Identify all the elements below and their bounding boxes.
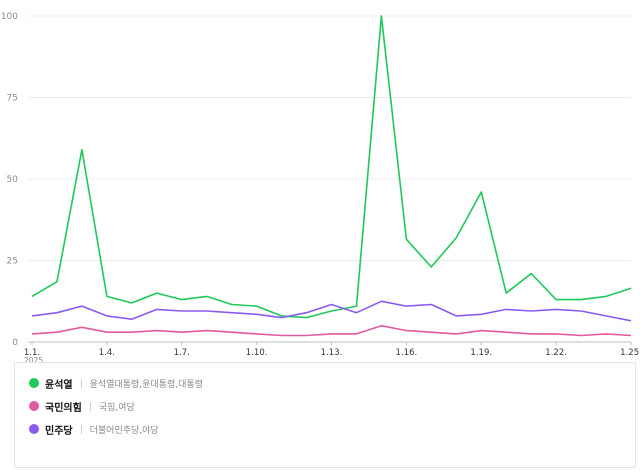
legend-divider (80, 424, 82, 434)
legend-keywords: 윤석열대통령,윤대통령,대통령 (89, 379, 203, 390)
legend-keywords: 더불어민주당,야당 (89, 425, 159, 436)
legend-series-name: 국민의힘 (45, 402, 82, 414)
series-line-2[interactable] (31, 300, 632, 322)
y-tick-label: 0 (12, 338, 18, 348)
y-tick-label: 25 (7, 257, 18, 267)
legend-dot-icon (29, 401, 39, 411)
legend-dot-icon (29, 378, 39, 388)
legend-series-name: 민주당 (45, 425, 73, 437)
legend-item[interactable]: 민주당 더불어민주당,야당 (29, 418, 635, 440)
x-tick-label: 1.19. (470, 348, 492, 358)
x-tick-label: 1.22. (545, 348, 567, 358)
legend-divider (80, 378, 82, 388)
x-tick-label: 1.13. (321, 348, 343, 358)
y-tick-label: 100 (1, 12, 18, 22)
x-tick-label: 1.1. (24, 348, 40, 358)
legend-keywords: 국힘,여당 (98, 402, 135, 413)
x-tick-label: 1.4. (99, 348, 115, 358)
legend: 윤석열 윤석열대통령,윤대통령,대통령 국민의힘 국힘,여당 민주당 더불어민주… (14, 362, 636, 468)
y-tick-label: 50 (7, 175, 19, 185)
y-axis-ticks: 0 25 50 75 100 (1, 12, 18, 348)
series-line-0[interactable] (31, 15, 632, 319)
series-lines (31, 15, 632, 337)
series-line-1[interactable] (31, 324, 632, 337)
x-tick-label: 1.10. (246, 348, 268, 358)
x-tick-label: 1.16. (396, 348, 418, 358)
legend-item[interactable]: 국민의힘 국힘,여당 (29, 395, 635, 417)
legend-dot-icon (29, 424, 39, 434)
x-tick-label: 1.25. (620, 348, 640, 358)
legend-item[interactable]: 윤석열 윤석열대통령,윤대통령,대통령 (29, 372, 635, 394)
x-tick-label: 1.7. (174, 348, 190, 358)
legend-series-name: 윤석열 (45, 379, 73, 391)
y-tick-label: 75 (7, 94, 18, 104)
legend-divider (89, 401, 91, 411)
x-axis-ticks: 1.1. 1.4. 1.7. 1.10. 1.13. 1.16. 1.19. 1.22. 1.2… (24, 342, 640, 362)
grid-lines (28, 15, 631, 343)
x-year-label: 2025 (24, 356, 43, 362)
